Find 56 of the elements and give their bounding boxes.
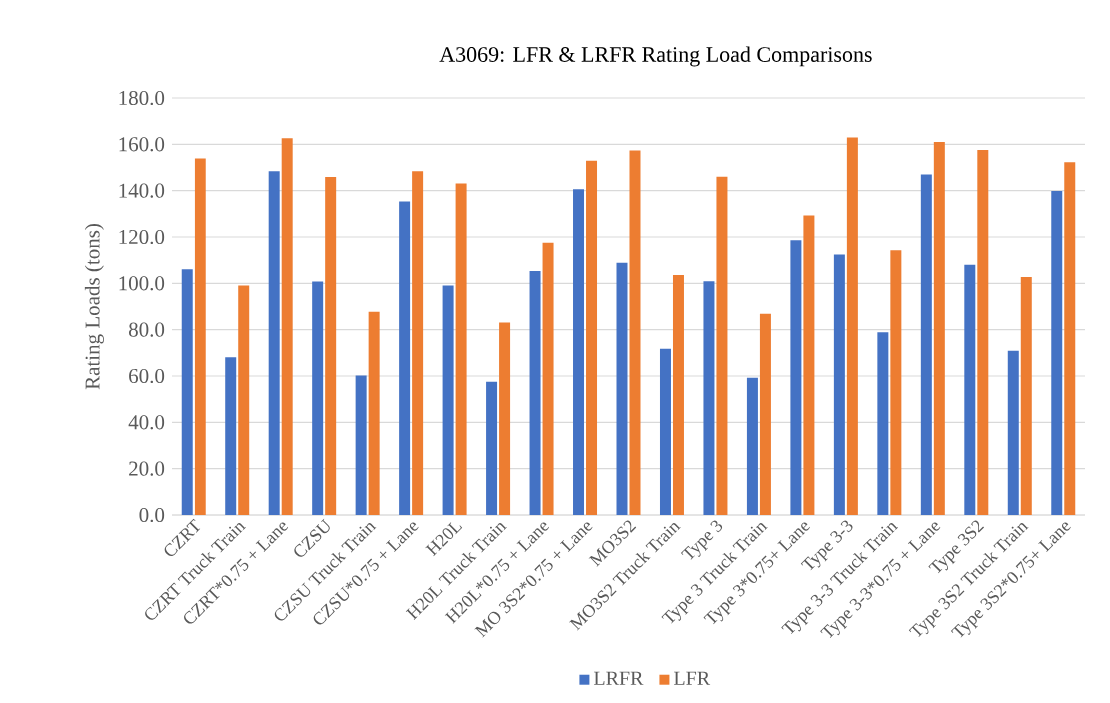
bar [529,271,541,515]
bar [1020,277,1032,515]
bar [486,381,498,515]
bar [890,250,902,515]
bar [1007,350,1019,515]
bar [312,281,324,515]
bar [759,313,771,515]
bar [877,332,889,515]
chart-title: A3069: LFR & LRFR Rating Load Comparisons [439,46,872,67]
bar [412,171,424,515]
bar [1064,162,1076,515]
bar [542,242,554,515]
y-tick-label: 120.0 [119,229,165,245]
bar [703,281,715,515]
bar [933,142,945,515]
bar [586,160,598,515]
y-tick-label: 20.0 [129,461,165,476]
y-tick-label: 140.0 [119,183,165,198]
y-tick-label: 40.0 [128,415,165,430]
bar [368,311,380,515]
y-tick-label: 180.0 [119,90,165,106]
y-tick-label: 60.0 [129,368,165,384]
bar [499,322,511,515]
legend-label: LFR [674,671,711,685]
y-tick-label: 80.0 [128,322,165,337]
bar [573,189,585,515]
bar [629,150,641,515]
bar [355,375,367,515]
bar [281,138,293,515]
bar [964,264,976,515]
bar [746,377,758,515]
bar [1051,190,1063,515]
y-tick-label: 0.0 [139,507,165,523]
bar [977,149,989,515]
bar [846,137,858,515]
bar [659,348,671,515]
bar [181,269,193,515]
legend-label: LRFR [593,671,644,685]
bar [442,285,454,515]
y-tick-label: 100.0 [119,276,165,291]
bar [716,176,728,515]
bar [616,262,628,515]
bar [268,171,280,515]
bar [325,177,337,515]
bar [399,201,411,515]
bar [803,215,815,515]
bar [194,158,206,515]
bar [455,183,467,515]
bar [238,285,250,515]
bar [833,254,845,515]
y-tick-label: 160.0 [119,137,165,152]
bar [920,174,932,515]
y-axis-title: Rating Loads (tons) [84,224,104,390]
bar [790,240,802,515]
bar [225,357,237,515]
bar [672,274,684,515]
